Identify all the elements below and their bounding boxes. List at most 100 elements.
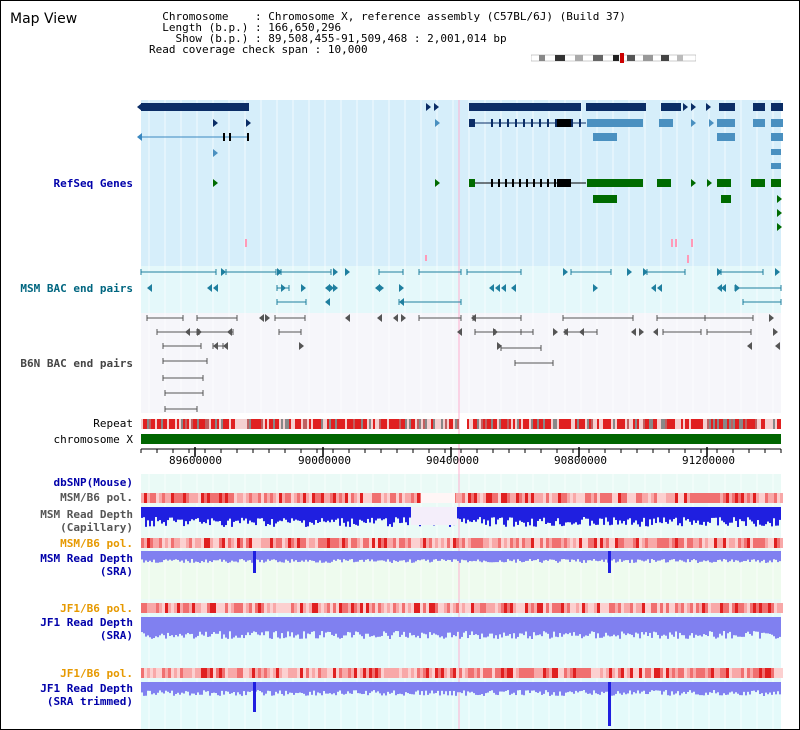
read-depth-bar [633,682,635,693]
read-depth-bar [613,507,615,518]
polymorphism-mark [762,538,765,548]
polymorphism-mark [597,668,600,678]
read-depth-bar [331,551,333,562]
read-depth-bar [377,617,379,637]
read-depth-bar [779,617,781,637]
polymorphism-mark [720,493,723,503]
read-depth-bar [723,682,725,694]
polymorphism-mark [381,603,384,613]
read-depth-bar [251,617,253,633]
read-depth-bar [389,507,391,525]
polymorphism-mark [750,668,753,678]
polymorphism-mark [399,668,402,678]
gene-arrow [137,133,142,141]
polymorphism-mark [534,493,537,503]
polymorphism-mark [672,668,675,678]
read-depth-bar [639,682,641,694]
repeat-mark [591,419,593,429]
polymorphism-mark [579,538,582,548]
repeat-mark [329,419,331,429]
read-depth-bar [309,551,311,560]
read-depth-bar [211,617,213,635]
read-depth-bar [467,682,469,692]
read-depth-bar [251,551,253,563]
read-depth-bar [653,507,655,519]
polymorphism-mark [666,493,669,503]
read-depth-bar [555,617,557,637]
polymorphism-mark [690,538,693,548]
read-depth-bar [347,507,349,522]
read-depth-bar [457,551,459,562]
read-depth-bar [365,617,367,634]
read-depth-bar [741,507,743,522]
read-depth-bar [473,617,475,635]
read-depth-bar [245,551,247,562]
repeat-mark [421,419,423,429]
polymorphism-mark [303,603,306,613]
read-depth-bar [383,551,385,561]
read-depth-bar [479,682,481,695]
polymorphism-mark [513,668,516,678]
polymorphism-mark [444,538,447,548]
polymorphism-mark [723,603,726,613]
gene-block [675,239,677,247]
polymorphism-mark [330,493,333,503]
gene-block [531,119,533,127]
polymorphism-mark [537,493,540,503]
polymorphism-mark [621,668,624,678]
gene-arrow [775,342,780,350]
repeat-mark [359,419,361,429]
polymorphism-mark [258,668,261,678]
read-depth-bar [265,617,267,632]
polymorphism-mark [435,603,438,613]
repeat-mark [513,419,515,429]
polymorphism-mark [444,603,447,613]
polymorphism-mark [762,493,765,503]
read-depth-bar [559,507,561,525]
read-depth-bar [775,617,777,639]
read-depth-bar [357,507,359,526]
polymorphism-mark [522,493,525,503]
gene-block [547,119,549,127]
read-depth-bar [197,617,199,636]
read-depth-bar [587,507,589,519]
read-depth-bar [503,682,505,692]
read-depth-bar [565,551,567,560]
polymorphism-mark [180,603,183,613]
polymorphism-mark [228,538,231,548]
read-depth-bar [319,682,321,694]
repeat-mark [335,419,337,429]
polymorphism-mark [222,668,225,678]
repeat-mark [495,419,497,429]
polymorphism-mark [585,603,588,613]
polymorphism-mark [435,668,438,678]
read-depth-bar [727,507,729,526]
read-depth-bar [407,507,409,526]
polymorphism-mark [702,538,705,548]
read-depth-bar [299,617,301,639]
gene-arrow [769,314,774,322]
repeat-mark [411,419,413,429]
polymorphism-mark [330,538,333,548]
label-msm-bac: MSM BAC end pairs [20,282,133,295]
chromosome-ideogram[interactable] [531,53,696,63]
read-depth-bar [657,617,659,635]
read-depth-bar [177,617,179,637]
polymorphism-mark [663,493,666,503]
repeat-mark [621,419,623,429]
read-depth-bar [157,682,159,693]
polymorphism-mark [735,668,738,678]
read-depth-bar [663,551,665,560]
read-depth-bar [629,682,631,691]
read-depth-bar [285,682,287,691]
gene-block [498,179,500,187]
read-depth-bar [395,682,397,696]
polymorphism-mark [210,493,213,503]
read-depth-bar [213,617,215,633]
polymorphism-mark [480,668,483,678]
read-depth-bar [717,617,719,638]
polymorphism-mark [507,603,510,613]
read-depth-bar [713,551,715,562]
read-depth-bar [299,682,301,693]
